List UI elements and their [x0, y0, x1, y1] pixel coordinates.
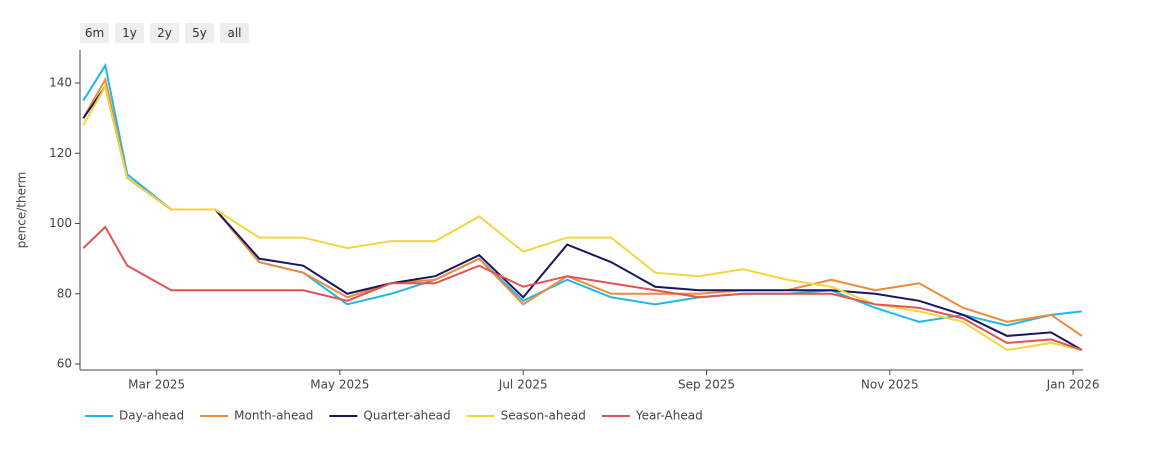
y-tick-label: 60	[57, 357, 72, 371]
range-button[interactable]: 1y	[115, 23, 144, 43]
x-tick-label: Jul 2025	[498, 378, 548, 392]
legend-label: Season-ahead	[501, 409, 586, 423]
y-tick-label: 80	[57, 286, 72, 300]
y-tick-label: 120	[49, 146, 72, 160]
x-tick-label: May 2025	[310, 378, 369, 392]
range-button[interactable]: 6m	[80, 23, 109, 43]
series-line	[82, 225, 1083, 351]
series-line	[82, 62, 1083, 327]
range-button[interactable]: all	[220, 23, 249, 43]
series-line	[82, 76, 1083, 337]
range-button[interactable]: 2y	[150, 23, 179, 43]
legend-label: Month-ahead	[234, 409, 313, 423]
y-axis-label: pence/therm	[15, 172, 29, 249]
range-button[interactable]: 5y	[185, 23, 214, 43]
legend-label: Quarter-ahead	[363, 409, 450, 423]
legend-label: Year-Ahead	[635, 409, 703, 423]
x-tick-label: Sep 2025	[678, 378, 735, 392]
series-line	[82, 83, 1083, 352]
x-tick-label: Nov 2025	[861, 378, 919, 392]
y-tick-label: 100	[49, 216, 72, 230]
x-tick-label: Jan 2026	[1046, 378, 1100, 392]
y-tick-label: 140	[49, 76, 72, 90]
legend-label: Day-ahead	[119, 409, 184, 423]
x-tick-label: Mar 2025	[128, 378, 185, 392]
